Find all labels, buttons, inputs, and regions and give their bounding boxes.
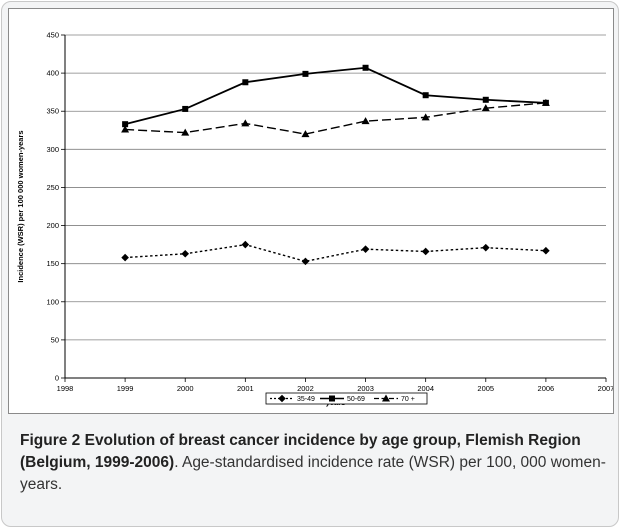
x-tick-label: 2002 — [297, 384, 314, 393]
data-point — [121, 125, 130, 133]
x-tick-label: 2004 — [417, 384, 434, 393]
y-tick-label: 250 — [46, 183, 59, 192]
data-point — [301, 130, 310, 138]
data-point — [241, 240, 250, 249]
figure-caption: Figure 2 Evolution of breast cancer inci… — [20, 430, 608, 496]
series-line-2 — [125, 102, 546, 135]
series-line-1 — [124, 66, 546, 126]
data-point — [301, 257, 310, 266]
legend-label: 35-49 — [297, 396, 315, 403]
legend-box — [265, 392, 428, 405]
y-tick-label: 150 — [46, 259, 59, 268]
figure-description: . Age-standardised incidence rate (WSR) … — [20, 454, 606, 493]
figure-label: Figure 2 — [20, 432, 81, 449]
data-point — [121, 253, 129, 262]
legend-marker — [329, 395, 335, 402]
y-tick-label: 50 — [51, 335, 59, 344]
data-point — [482, 96, 489, 103]
y-axis-title: Incidence (WSR) per 100 000 women-years — [16, 130, 25, 282]
data-point — [302, 70, 309, 77]
data-point — [241, 119, 250, 127]
data-point — [181, 249, 190, 258]
y-tick-label: 400 — [46, 69, 59, 78]
legend-label: 50-69 — [347, 396, 365, 403]
y-tick-label: 350 — [46, 107, 59, 116]
data-point — [421, 247, 430, 256]
legend-label: 70 + — [401, 396, 415, 403]
x-tick-label: 2001 — [237, 384, 254, 393]
data-point — [422, 92, 429, 99]
data-point — [122, 121, 129, 128]
figure-title: Evolution of breast cancer incidence by … — [20, 432, 581, 471]
data-point — [481, 243, 490, 252]
x-tick-label: 1998 — [57, 384, 74, 393]
data-point — [421, 113, 430, 121]
y-tick-label: 450 — [46, 31, 59, 40]
data-point — [361, 245, 370, 253]
y-tick-label: 300 — [46, 145, 59, 154]
x-tick-label: 2006 — [538, 384, 555, 393]
data-point — [361, 117, 370, 125]
y-tick-label: 0 — [55, 374, 59, 383]
series-line-0 — [125, 243, 546, 263]
data-point — [481, 104, 490, 112]
data-point — [362, 64, 369, 71]
data-point — [541, 98, 550, 106]
x-tick-label: 1999 — [117, 384, 134, 393]
y-tick-label: 200 — [46, 221, 59, 230]
x-tick-label: 2003 — [357, 384, 374, 393]
x-tick-label: 2005 — [477, 384, 494, 393]
x-tick-label: 2000 — [177, 384, 194, 393]
legend-marker — [382, 394, 390, 402]
x-tick-label: 2007 — [598, 384, 613, 393]
chart-area: 0 50 100 150 200 250 300 350 400 450 1998 1999 2000 2… — [8, 8, 614, 414]
data-point — [182, 105, 189, 112]
line-chart: 0 50 100 150 200 250 300 350 400 450 1998 1999 2000 2… — [16, 31, 613, 408]
legend-marker — [278, 394, 286, 403]
y-tick-label: 100 — [46, 297, 59, 306]
data-point — [542, 246, 550, 255]
data-point — [181, 128, 190, 136]
data-point — [242, 79, 249, 86]
